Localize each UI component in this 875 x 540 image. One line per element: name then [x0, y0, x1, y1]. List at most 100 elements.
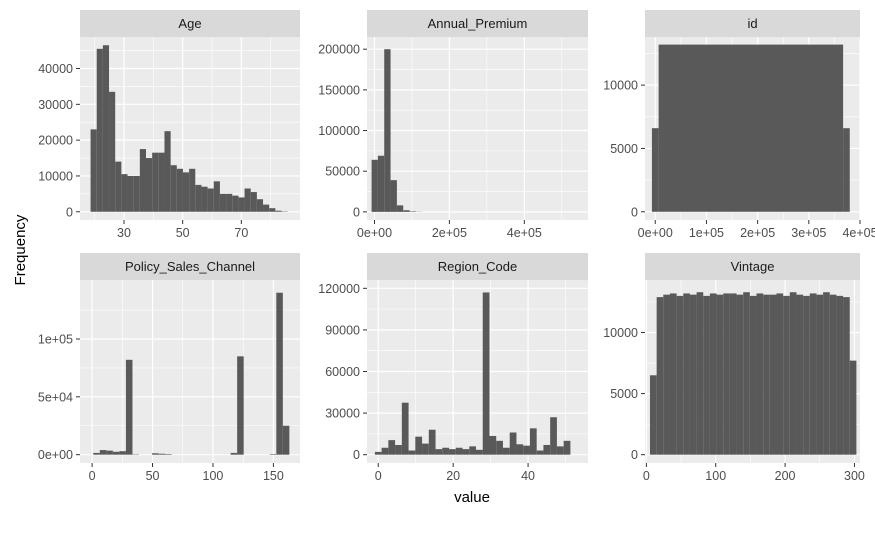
- histogram-bar: [656, 297, 664, 455]
- histogram-bar: [408, 450, 416, 455]
- histogram-bar: [422, 443, 429, 455]
- x-tick-label: 0e+00: [357, 226, 392, 240]
- panel-background: [80, 280, 300, 463]
- y-tick-label: 50000: [325, 165, 360, 179]
- y-tick-label: 0: [631, 448, 638, 462]
- histogram-bar: [829, 294, 837, 455]
- histogram-bar: [509, 432, 517, 455]
- histogram-bar: [276, 292, 283, 455]
- histogram-bar: [789, 292, 797, 455]
- histogram-bar: [390, 180, 397, 212]
- histogram-bar: [176, 168, 183, 212]
- y-tick-label: 0: [353, 448, 360, 462]
- histogram-bar: [749, 295, 757, 455]
- histogram-bar: [496, 440, 503, 455]
- facet-strip-label: id: [747, 16, 757, 31]
- y-tick-label: 20000: [38, 134, 73, 148]
- histogram-bar: [119, 451, 126, 455]
- histogram-bar: [189, 168, 196, 212]
- y-tick-label: 40000: [38, 62, 73, 76]
- histogram-bar: [250, 192, 257, 212]
- x-tick-label: 4e+05: [507, 226, 542, 240]
- histogram-bar: [374, 451, 382, 455]
- histogram-bar: [133, 175, 140, 212]
- histogram-bar: [476, 449, 483, 455]
- histogram-bar: [809, 293, 817, 455]
- x-tick-label: 30: [117, 226, 131, 240]
- y-tick-label: 1e+05: [38, 332, 73, 346]
- histogram-bar: [93, 452, 100, 455]
- histogram-bar: [843, 128, 850, 212]
- histogram-bar: [164, 131, 171, 212]
- y-axis-title: Frequency: [12, 214, 29, 285]
- histogram-bar: [449, 449, 456, 455]
- x-tick-label: 0: [89, 469, 96, 483]
- histogram-bar: [428, 429, 436, 455]
- histogram-bar: [152, 453, 159, 455]
- histogram-bar: [263, 204, 270, 212]
- histogram-bar: [396, 205, 404, 212]
- facet-strip-label: Region_Code: [438, 259, 518, 274]
- histogram-bar: [763, 294, 770, 455]
- facet-strip: [80, 253, 300, 280]
- x-tick-label: 300: [844, 469, 865, 483]
- y-tick-label: 0e+00: [38, 448, 73, 462]
- histogram-bar: [516, 444, 524, 455]
- histogram-bars: [651, 44, 850, 212]
- y-tick-label: 0: [353, 205, 360, 219]
- x-tick-label: 50: [146, 469, 160, 483]
- histogram-bar: [649, 375, 657, 455]
- histogram-bar: [502, 447, 510, 455]
- histogram-bar: [158, 152, 165, 212]
- histogram-bar: [282, 425, 290, 455]
- y-tick-label: 0: [631, 205, 638, 219]
- histogram-bar: [743, 292, 750, 455]
- histogram-bar: [736, 294, 744, 455]
- histogram-bar: [226, 193, 233, 212]
- facet-strip: [80, 10, 300, 37]
- y-tick-label: 30000: [325, 407, 360, 421]
- histogram-bar: [482, 292, 490, 455]
- histogram-bar: [415, 436, 423, 455]
- histogram-bar: [669, 293, 677, 455]
- x-tick-label: 40: [521, 469, 535, 483]
- histogram-bar: [523, 445, 530, 455]
- histogram-bars: [371, 49, 423, 212]
- histogram-bar: [232, 195, 239, 212]
- facet-strip: [645, 253, 860, 280]
- histogram-bar: [213, 181, 220, 212]
- histogram-bar: [99, 450, 107, 455]
- histogram-bar: [384, 49, 391, 212]
- facet-strip: [367, 10, 588, 37]
- histogram-bar: [170, 165, 177, 212]
- histogram-bar: [201, 186, 208, 212]
- histogram-bar: [125, 359, 133, 455]
- histogram-bar: [102, 45, 110, 212]
- histogram-bar: [195, 184, 202, 212]
- x-tick-label: 100: [203, 469, 224, 483]
- histogram-bar: [158, 453, 166, 455]
- histogram-bar: [783, 295, 790, 455]
- histogram-bar: [127, 175, 134, 212]
- x-tick-label: 4e+05: [842, 226, 875, 240]
- x-tick-label: 50: [176, 226, 190, 240]
- histogram-bar: [556, 446, 564, 455]
- histogram-bar: [109, 91, 116, 212]
- y-tick-label: 120000: [318, 282, 360, 296]
- y-tick-label: 150000: [318, 83, 360, 97]
- facet-strip: [367, 253, 588, 280]
- y-tick-label: 100000: [318, 124, 360, 138]
- x-tick-label: 150: [263, 469, 284, 483]
- histogram-bar: [238, 197, 245, 212]
- x-tick-label: 20: [446, 469, 460, 483]
- x-tick-label: 100: [705, 469, 726, 483]
- panel-background: [367, 37, 588, 220]
- histogram-bar: [776, 293, 784, 455]
- histogram-bar: [455, 447, 463, 455]
- panel-grid: [367, 37, 588, 220]
- histogram-bar: [849, 360, 857, 455]
- histogram-bar: [112, 451, 120, 455]
- histogram-bar: [381, 447, 389, 455]
- facet-strip-label: Annual_Premium: [428, 16, 528, 31]
- histogram-bar: [563, 440, 571, 455]
